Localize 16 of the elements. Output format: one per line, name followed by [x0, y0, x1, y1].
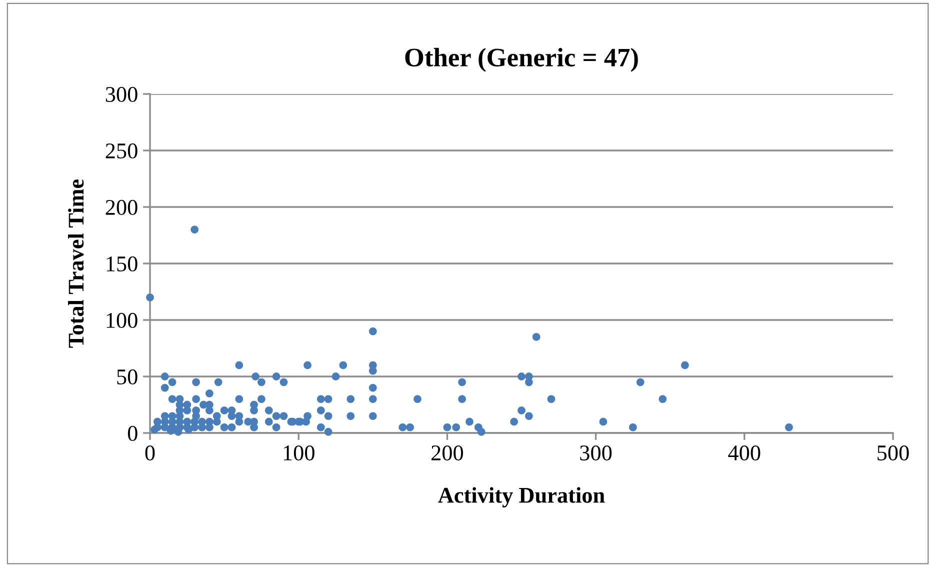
x-tick-label: 100	[284, 445, 314, 460]
x-tick-label: 400	[728, 445, 760, 460]
y-tick-label: 100	[106, 312, 138, 328]
x-tick-label: 300	[580, 445, 612, 460]
y-axis-title: Total Travel Time	[68, 179, 84, 348]
x-tick-label: 500	[878, 445, 909, 460]
y-tick-label: 50	[117, 369, 138, 384]
y-tick-label: 0	[128, 426, 138, 441]
x-tick-label: 200	[432, 445, 464, 460]
y-tick-label: 250	[106, 143, 138, 158]
chart-title: Other (Generic = 47)	[405, 48, 638, 72]
y-tick-label: 200	[106, 200, 138, 215]
y-tick-label: 150	[106, 256, 138, 272]
y-tick-label: 300	[106, 86, 138, 102]
x-axis-title: Activity Duration	[438, 487, 605, 508]
x-tick-label: 0	[145, 445, 155, 460]
